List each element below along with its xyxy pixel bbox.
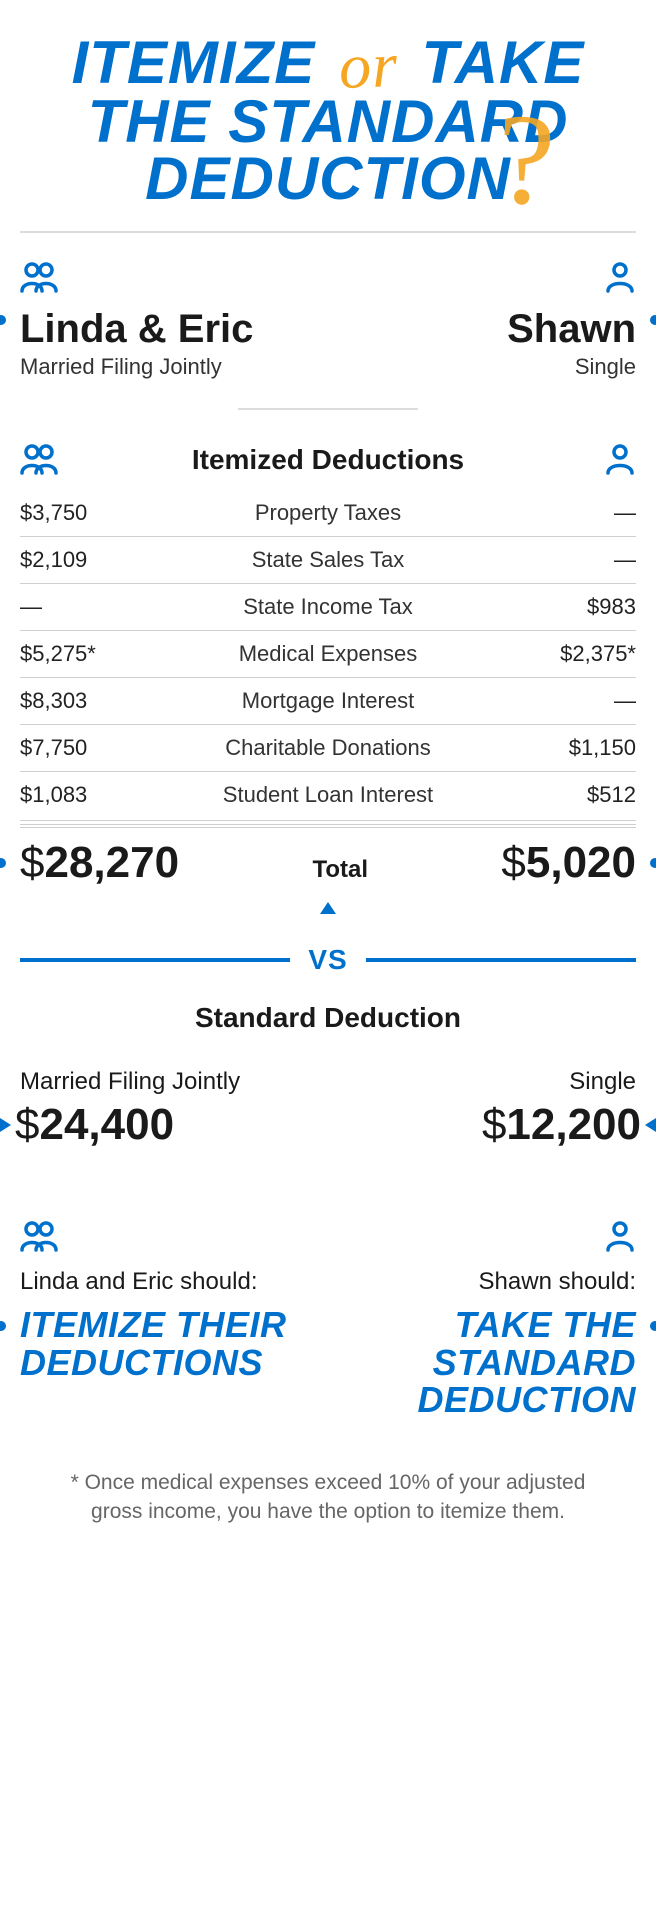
table-row: $5,275*Medical Expenses$2,375* [20,630,636,677]
table-row: —State Income Tax$983 [20,583,636,630]
main-title: ITEMIZE or TAKE THE STANDARD DEDUCTION ? [20,32,636,207]
cell-left: $8,303 [20,677,192,724]
profiles-row: Linda & Eric Married Filing Jointly Shaw… [20,261,636,380]
accent-dot-icon [650,315,656,325]
caret-up-icon [320,902,336,914]
recommendation-right: Shawn should: TAKE THE STANDARD DEDUCTIO… [340,1220,636,1419]
itemized-heading: Itemized Deductions [192,444,464,476]
table-total-rule [20,820,636,828]
total-left: $28,270 [20,838,179,888]
cell-right: $2,375* [464,630,637,677]
rec-left-who: Linda and Eric should: [20,1268,316,1296]
single-icon [604,261,636,297]
cell-right: — [464,536,637,583]
vs-bar [20,958,290,962]
totals-row: $28,270 Total $5,020 [20,838,636,888]
accent-dot-icon [650,858,656,868]
standard-left-status: Married Filing Jointly [20,1068,240,1096]
cell-label: Medical Expenses [192,630,463,677]
profile-right: Shawn Single [507,261,636,380]
accent-dot-icon [0,1321,6,1331]
vs-text: VS [308,944,347,976]
single-icon [604,443,636,477]
cell-right: $1,150 [464,724,637,771]
standard-left-amount: $24,400 [15,1100,174,1150]
profile-left-status: Married Filing Jointly [20,354,253,380]
divider [20,231,636,233]
cell-right: — [464,490,637,537]
table-row: $3,750Property Taxes— [20,490,636,537]
rec-right-answer: TAKE THE STANDARD DEDUCTION [340,1306,636,1419]
title-or: or [332,35,405,98]
standard-row: Married Filing Jointly $24,400 Single $1… [20,1068,636,1150]
standard-left: Married Filing Jointly $24,400 [20,1068,240,1150]
divider [238,408,418,410]
standard-right-amount: $12,200 [482,1100,641,1150]
footnote: * Once medical expenses exceed 10% of yo… [20,1469,636,1526]
cell-label: State Sales Tax [192,536,463,583]
cell-right: $512 [464,771,637,818]
cell-label: Mortgage Interest [192,677,463,724]
standard-heading: Standard Deduction [20,1002,636,1034]
arrow-left-icon [645,1118,656,1132]
couple-icon [20,261,62,297]
cell-left: $7,750 [20,724,192,771]
cell-left: $2,109 [20,536,192,583]
recommendations: Linda and Eric should: ITEMIZE THEIR DED… [20,1220,636,1419]
total-right: $5,020 [501,838,636,888]
infographic: ITEMIZE or TAKE THE STANDARD DEDUCTION ?… [0,0,656,1566]
title-take: TAKE [422,29,585,96]
total-label: Total [312,856,368,884]
title-itemize: ITEMIZE [72,29,316,96]
cell-label: Property Taxes [192,490,463,537]
vs-bar [366,958,636,962]
single-icon [604,1220,636,1256]
accent-dot-icon [650,1321,656,1331]
itemized-header: Itemized Deductions [20,444,636,476]
table-row: $7,750Charitable Donations$1,150 [20,724,636,771]
table-row: $1,083Student Loan Interest$512 [20,771,636,818]
cell-left: $1,083 [20,771,192,818]
cell-right: $983 [464,583,637,630]
profile-left: Linda & Eric Married Filing Jointly [20,261,253,380]
profile-right-status: Single [575,354,636,380]
table-row: $8,303Mortgage Interest— [20,677,636,724]
recommendation-left: Linda and Eric should: ITEMIZE THEIR DED… [20,1220,316,1419]
cell-label: Charitable Donations [192,724,463,771]
vs-divider: VS [20,944,636,976]
standard-right-status: Single [569,1068,636,1096]
rec-right-who: Shawn should: [479,1268,636,1296]
profile-left-name: Linda & Eric [20,307,253,352]
accent-dot-icon [0,858,6,868]
accent-dot-icon [0,315,6,325]
title-line3: DEDUCTION [20,150,636,207]
couple-icon [20,1220,62,1256]
cell-left: $5,275* [20,630,192,677]
cell-left: $3,750 [20,490,192,537]
table-row: $2,109State Sales Tax— [20,536,636,583]
cell-label: State Income Tax [192,583,463,630]
couple-icon [20,443,62,477]
profile-right-name: Shawn [507,307,636,352]
cell-left: — [20,583,192,630]
standard-right: Single $12,200 [482,1068,636,1150]
itemized-table: $3,750Property Taxes—$2,109State Sales T… [20,490,636,818]
arrow-right-icon [0,1118,11,1132]
rec-left-answer: ITEMIZE THEIR DEDUCTIONS [20,1306,316,1382]
cell-label: Student Loan Interest [192,771,463,818]
cell-right: — [464,677,637,724]
title-line2: THE STANDARD [20,93,636,150]
